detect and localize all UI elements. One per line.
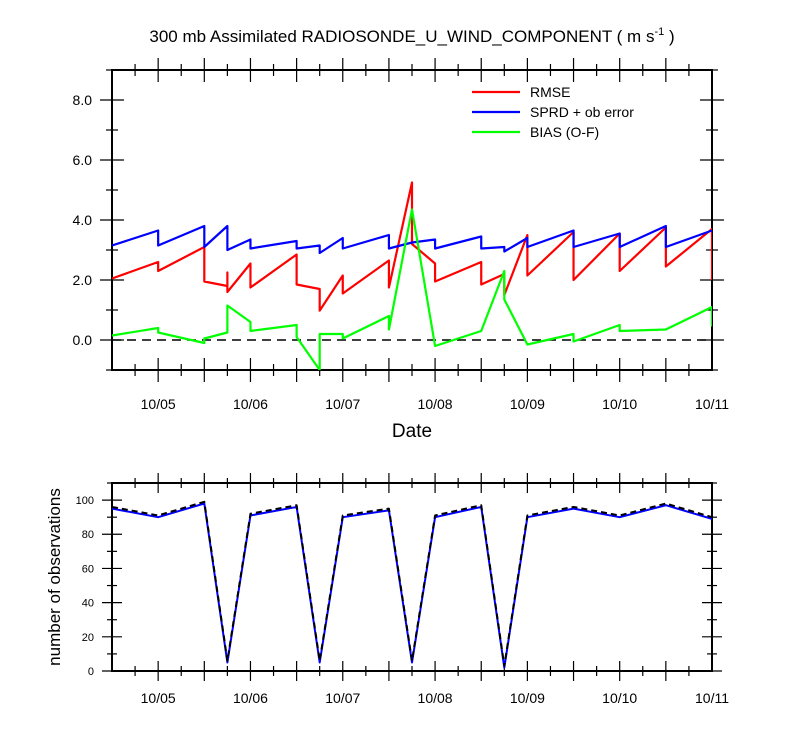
x-tick-label: 10/10: [602, 396, 637, 412]
y-tick-label: 8.0: [73, 92, 93, 108]
x-tick-label: 10/06: [233, 396, 268, 412]
legend: RMSE SPRD + ob error BIAS (O-F): [472, 84, 634, 140]
y-tick-label: 100: [76, 495, 94, 507]
y-tick-label: 4.0: [73, 212, 93, 228]
x-tick-label: 10/07: [325, 690, 360, 706]
legend-label-3: BIAS (O-F): [530, 124, 599, 140]
x-tick-label: 10/10: [602, 690, 637, 706]
y-tick-label: 60: [82, 563, 94, 575]
bottom-chart: 0 20 40 60 80 100 10/05 10/06 10/07 10/08 10/09 10…: [45, 473, 729, 706]
x-axis-label: Date: [392, 421, 432, 442]
bottom-plot-frame: [111, 482, 713, 672]
legend-label-2: SPRD + ob error: [530, 104, 634, 120]
x-tick-label: 10/08: [418, 396, 453, 412]
x-tick-label: 10/06: [233, 690, 268, 706]
x-tick-label: 10/09: [510, 396, 545, 412]
x-tick-label: 10/11: [695, 690, 729, 706]
x-tick-label: 10/09: [510, 690, 545, 706]
series-line-1: [112, 181, 712, 312]
y-tick-label: 2.0: [73, 272, 93, 288]
y-tick-label: 6.0: [73, 152, 93, 168]
x-tick-label: 10/07: [325, 396, 360, 412]
y-axis-label: number of observations: [45, 488, 64, 666]
y-tick-label: 20: [82, 632, 94, 644]
x-tick-label: 10/08: [418, 690, 453, 706]
y-tick-label: 40: [82, 598, 94, 610]
series-line-3: [112, 208, 712, 370]
y-tick-label: 80: [82, 529, 94, 541]
y-tick-label: 0: [88, 666, 94, 678]
series-line-1: [112, 502, 712, 669]
chart-title: 300 mb Assimilated RADIOSONDE_U_WIND_COM…: [149, 26, 674, 46]
x-tick-label: 10/05: [141, 690, 176, 706]
legend-label-1: RMSE: [530, 84, 570, 100]
x-tick-label: 10/11: [695, 396, 729, 412]
y-tick-label: 0.0: [73, 332, 93, 348]
x-tick-label: 10/05: [141, 396, 176, 412]
series-line-2: [112, 500, 712, 667]
series-line-2: [112, 224, 712, 255]
top-chart: 0.0 2.0 4.0 6.0 8.0 10/05 10/06 10/07 10/08 10/0…: [73, 58, 729, 442]
